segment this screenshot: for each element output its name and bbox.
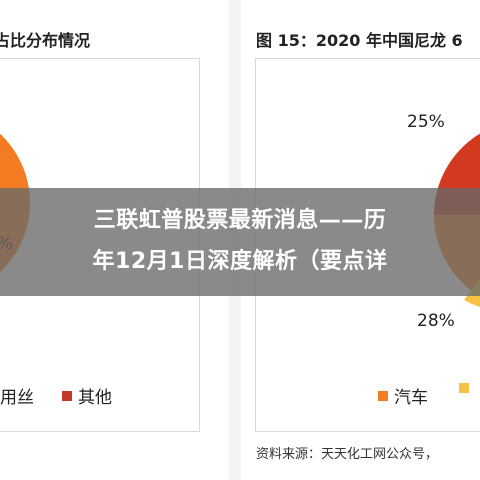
left-legend-item-1: 用丝	[0, 383, 34, 408]
left-frame-top	[0, 58, 200, 59]
right-pie-label-25: 25%	[407, 112, 445, 132]
article-title-line-2: 年12月1日深度解析（要点详	[92, 249, 388, 274]
right-frame-top	[255, 58, 480, 59]
right-legend-swatch-2	[459, 383, 469, 393]
right-chart-source: 资料来源：天天化工网公众号，	[256, 447, 439, 462]
right-legend-label-1: 汽车	[394, 388, 428, 408]
right-legend-item-2	[459, 383, 475, 393]
left-chart-title: 占比分布情况	[0, 31, 91, 50]
article-title-line-1: 三联虹普股票最新消息——历	[93, 208, 387, 233]
left-legend-label-1: 用丝	[0, 388, 34, 408]
left-pie-slice-orange	[0, 133, 30, 203]
right-pie-label-28: 28%	[417, 311, 455, 331]
left-legend-swatch-2	[62, 390, 72, 401]
right-legend-item-1: 汽车	[378, 383, 428, 408]
right-legend-swatch-1	[378, 390, 388, 401]
left-legend-label-2: 其他	[78, 388, 112, 408]
article-title-overlay[interactable]: 三联虹普股票最新消息——历 年12月1日深度解析（要点详	[0, 188, 480, 296]
right-chart-title: 图 15：2020 年中国尼龙 6	[256, 31, 463, 50]
right-frame-bottom	[255, 431, 480, 432]
left-legend-item-2: 其他	[62, 383, 112, 408]
left-frame-bottom	[0, 431, 200, 432]
